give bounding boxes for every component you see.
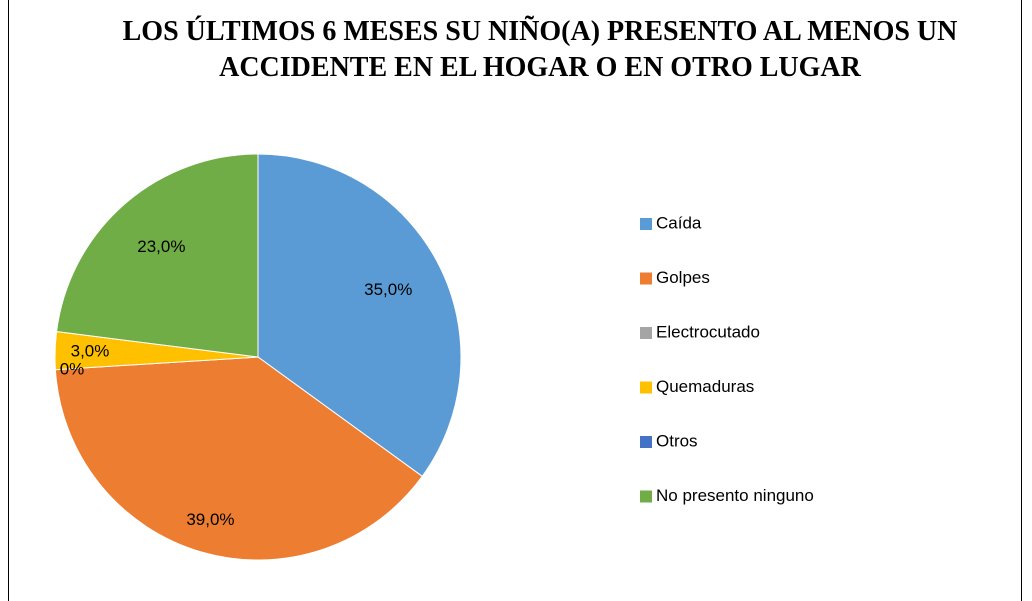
data-label: 39,0%	[186, 510, 234, 529]
legend-label: Caída	[656, 213, 702, 232]
legend-swatch	[640, 218, 652, 230]
legend-label: Golpes	[656, 268, 710, 287]
chart-border	[8, 0, 1022, 601]
pie-slice	[56, 153, 259, 358]
legend-swatch	[640, 436, 652, 448]
legend-label: Electrocutado	[656, 322, 760, 341]
legend-label: Quemaduras	[656, 377, 754, 396]
legend-swatch	[640, 490, 652, 503]
legend-swatch	[640, 381, 652, 394]
chart-title: LOS ÚLTIMOS 6 MESES SU NIÑO(A) PRESENTO …	[122, 16, 958, 83]
pie-slice	[54, 356, 423, 561]
data-label: 0%	[60, 359, 85, 378]
legend-label: No presento ninguno	[656, 486, 814, 505]
data-label: 35,0%	[364, 280, 412, 299]
data-label: 3,0%	[71, 341, 110, 360]
pie-slice	[257, 153, 462, 478]
data-label: 23,0%	[137, 237, 185, 256]
legend-swatch	[640, 272, 652, 285]
legend-label: Otros	[656, 431, 698, 450]
legend-swatch	[640, 327, 652, 339]
